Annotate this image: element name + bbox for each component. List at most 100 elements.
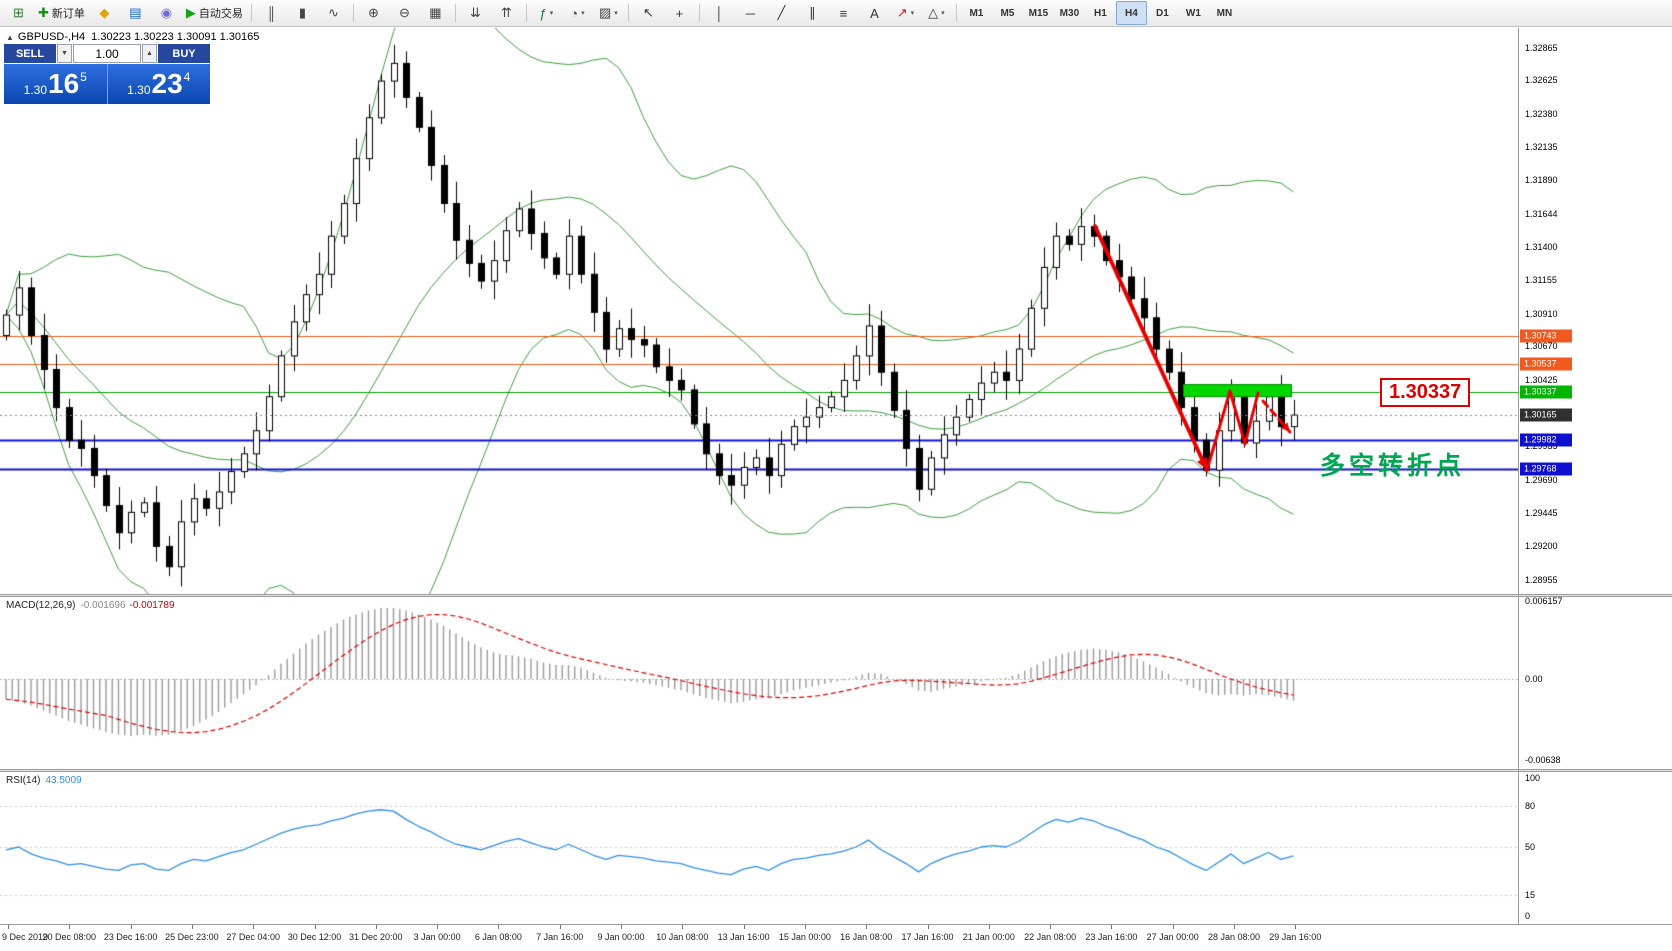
arrow-tool-icon[interactable]: ↗ ▾ — [896, 5, 915, 20]
sort-descending-icon[interactable]: ⇊ — [469, 5, 481, 20]
buy-price-big: 23 — [151, 68, 183, 99]
time-axis-label: 27 Jan 00:00 — [1146, 932, 1199, 942]
sell-button[interactable]: SELL — [4, 44, 56, 63]
price-axis-badge: 1.30537 — [1520, 357, 1572, 371]
time-axis-tick — [866, 925, 868, 929]
sell-price-sup: 5 — [80, 70, 87, 84]
volume-increase-button[interactable]: ▲ — [142, 44, 157, 63]
price-axis-tick: 1.28955 — [1525, 574, 1558, 585]
zoom-out-icon[interactable]: ⊖ — [398, 5, 410, 20]
time-axis-label: 27 Dec 04:00 — [226, 932, 280, 942]
volume-decrease-button[interactable]: ▼ — [57, 44, 72, 63]
sell-price-button[interactable]: 1.30 16 5 — [4, 64, 108, 104]
price-axis-tick: 1.31400 — [1525, 242, 1558, 253]
price-axis-tick: 1.32625 — [1525, 75, 1558, 86]
alerts-icon[interactable]: ◆ — [99, 5, 110, 20]
price-axis-tick: 1.31890 — [1525, 175, 1558, 186]
time-axis-label: 9 Dec 2019 — [2, 932, 49, 942]
rsi-panel-canvas[interactable] — [0, 772, 1518, 924]
buy-price-prefix: 1.30 — [127, 83, 151, 97]
rsi-axis-tick: 15 — [1525, 890, 1536, 901]
tf-mn-button[interactable]: MN — [1216, 7, 1233, 19]
sell-price-big: 16 — [48, 68, 80, 99]
time-axis-label: 10 Jan 08:00 — [656, 932, 709, 942]
shapes-tool-icon[interactable]: △ ▾ — [928, 5, 945, 20]
price-axis-separator — [1518, 28, 1519, 925]
sort-ascending-icon[interactable]: ⇈ — [500, 5, 512, 20]
time-axis-label: 29 Jan 16:00 — [1269, 932, 1322, 942]
time-axis-tick — [621, 925, 622, 929]
price-axis-tick: 1.29200 — [1525, 541, 1558, 552]
cursor-icon[interactable]: ↖ — [642, 5, 654, 20]
crosshair-icon[interactable]: + — [675, 5, 684, 21]
toolbar-separator — [525, 4, 527, 22]
price-level-annotation-label[interactable]: 1.30337 — [1380, 378, 1471, 407]
turning-point-annotation[interactable]: 多空转折点 — [1320, 452, 1466, 480]
tf-h4-button[interactable]: H4 — [1115, 1, 1147, 25]
time-axis[interactable]: 9 Dec 2019 20 Dec 08:00 23 Dec 16:00 25 Dec… — [0, 924, 1672, 951]
time-axis-tick — [437, 925, 439, 929]
zoom-in-icon[interactable]: ⊕ — [367, 5, 379, 20]
toolbar-separator — [250, 4, 252, 22]
tf-m30-button[interactable]: M30 — [1059, 7, 1080, 19]
channel-icon[interactable]: ∥ — [809, 5, 816, 20]
chart-ohlc-quotes: 1.30223 1.30223 1.30091 1.30165 — [91, 31, 260, 43]
tf-m5-button[interactable]: M5 — [1000, 7, 1015, 19]
data-window-icon[interactable]: ◉ — [160, 5, 173, 20]
macd-axis-tick: 0.00 — [1525, 674, 1543, 684]
macd-signal-value: -0.001789 — [129, 600, 175, 611]
trendline-icon[interactable]: ╱ — [777, 5, 786, 20]
macd-panel-canvas[interactable] — [0, 597, 1518, 769]
text-tool-icon[interactable]: A — [870, 5, 879, 21]
volume-input[interactable] — [73, 44, 141, 63]
indicators-icon[interactable]: ƒ ▾ — [539, 5, 554, 21]
buy-button[interactable]: BUY — [158, 44, 210, 63]
tf-m15-button[interactable]: M15 — [1028, 7, 1049, 19]
price-axis-badge: 1.29982 — [1520, 433, 1572, 447]
time-axis-tick — [8, 925, 9, 929]
panel-resize-separator-macd[interactable] — [0, 594, 1672, 597]
tf-d1-button[interactable]: D1 — [1156, 7, 1169, 19]
vertical-line-icon[interactable]: │ — [715, 5, 724, 21]
time-axis-tick — [1295, 925, 1297, 929]
bar-chart-icon[interactable]: ║ — [266, 5, 277, 21]
autotrading-button[interactable]: ▶ 自动交易 — [185, 5, 243, 20]
time-axis-tick — [130, 925, 132, 929]
rsi-indicator-label: RSI(14) 43.5009 — [6, 775, 82, 786]
chevron-down-icon: ▾ — [581, 10, 585, 17]
templates-icon[interactable]: ▨ ▾ — [599, 5, 618, 20]
chart-symbol-period: GBPUSD-,H4 — [17, 31, 86, 43]
time-axis-label: 23 Dec 16:00 — [103, 932, 158, 942]
price-chart-canvas[interactable] — [0, 28, 1518, 594]
chevron-down-icon: ▾ — [941, 10, 945, 17]
time-axis-tick — [1234, 925, 1235, 929]
horizontal-line-icon[interactable]: ─ — [745, 5, 756, 21]
new-order-button[interactable]: ✚ 新订单 — [38, 5, 85, 20]
macd-axis-tick: -0.00638 — [1525, 754, 1561, 765]
time-axis-label: 7 Jan 16:00 — [536, 932, 584, 942]
price-axis-tick: 1.29445 — [1525, 508, 1558, 519]
market-watch-icon[interactable]: ▤ — [129, 5, 142, 20]
fibonacci-icon[interactable]: ≡ — [839, 5, 848, 21]
time-axis-label: 21 Jan 00:00 — [962, 932, 1015, 942]
periods-icon[interactable]: ◔ ▾ — [570, 5, 585, 21]
rsi-axis-tick: 50 — [1525, 842, 1536, 852]
candlestick-chart-icon[interactable]: ▮ — [298, 5, 306, 20]
time-axis-label: 15 Jan 00:00 — [778, 932, 831, 942]
time-axis-label: 23 Jan 16:00 — [1085, 932, 1138, 942]
one-click-collapse-icon[interactable]: ▲ — [6, 33, 14, 42]
tf-h1-button[interactable]: H1 — [1094, 7, 1107, 19]
new-chart-icon[interactable]: ⊞ — [13, 5, 24, 20]
time-axis-tick — [682, 925, 684, 929]
buy-price-button[interactable]: 1.30 23 4 — [107, 64, 210, 104]
price-axis-tick: 1.32380 — [1525, 108, 1558, 119]
price-axis-tick: 1.29690 — [1525, 474, 1558, 485]
tile-windows-icon[interactable]: ▦ — [429, 5, 442, 20]
panel-resize-separator-rsi[interactable] — [0, 769, 1672, 772]
price-axis[interactable]: 1.32865 1.32625 1.32380 1.32135 1.31890 1.316… — [1519, 0, 1672, 951]
line-chart-icon[interactable]: ∿ — [327, 5, 339, 20]
time-axis-label: 17 Jan 16:00 — [901, 932, 954, 942]
tf-w1-button[interactable]: W1 — [1185, 7, 1201, 19]
tf-m1-button[interactable]: M1 — [969, 7, 984, 19]
